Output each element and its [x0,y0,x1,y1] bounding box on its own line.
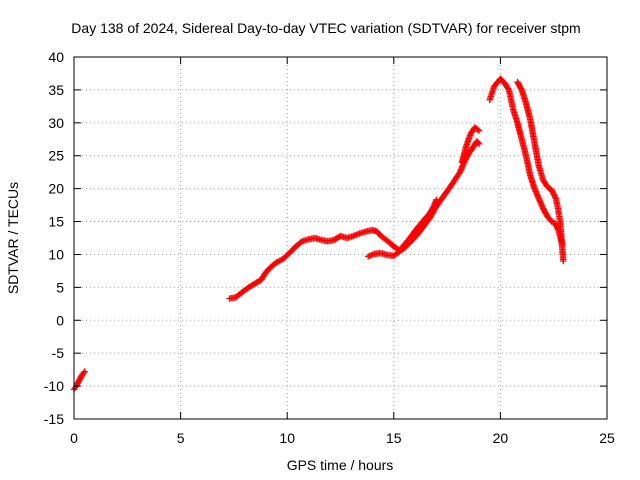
data-point [551,192,558,199]
data-point [549,189,557,197]
y-tick-label: 25 [48,148,64,164]
data-point [549,188,556,195]
data-point [80,369,87,377]
x-tick-label: 5 [177,430,185,446]
y-tick-label: -5 [52,345,65,361]
y-tick-label: -10 [44,378,64,394]
x-tick-label: 25 [599,430,615,446]
y-tick-label: -15 [44,411,64,427]
data-point [81,368,88,375]
ticks: 0 5 10 15 20 25 -15 -10 -5 0 5 10 15 20 25 30 35 40 [44,49,615,446]
y-tick-label: 5 [56,279,64,295]
data-point [475,127,483,134]
data-point [504,85,512,92]
x-tick-label: 20 [493,430,509,446]
chart-title: Day 138 of 2024, Sidereal Day-to-day VTE… [71,20,580,36]
y-tick-label: 0 [56,312,64,328]
y-tick-label: 30 [48,115,64,131]
y-axis-label: SDTVAR / TECUs [5,182,21,294]
data-point [560,257,567,265]
x-tick-label: 0 [70,430,78,446]
y-tick-label: 35 [48,82,64,98]
y-tick-label: 10 [48,246,64,262]
x-axis-label: GPS time / hours [287,457,394,473]
data-point [474,126,481,133]
y-tick-label: 15 [48,214,64,230]
data-point [474,139,482,146]
x-tick-label: 10 [279,430,295,446]
data-point [475,140,483,148]
y-tick-label: 40 [48,49,64,65]
y-tick-label: 20 [48,181,64,197]
data-point [550,191,557,198]
data-point [548,186,555,194]
plot-frame [73,56,608,420]
data-points [70,75,567,393]
data-point [433,196,440,204]
x-tick-label: 15 [386,430,402,446]
data-point [551,193,559,201]
